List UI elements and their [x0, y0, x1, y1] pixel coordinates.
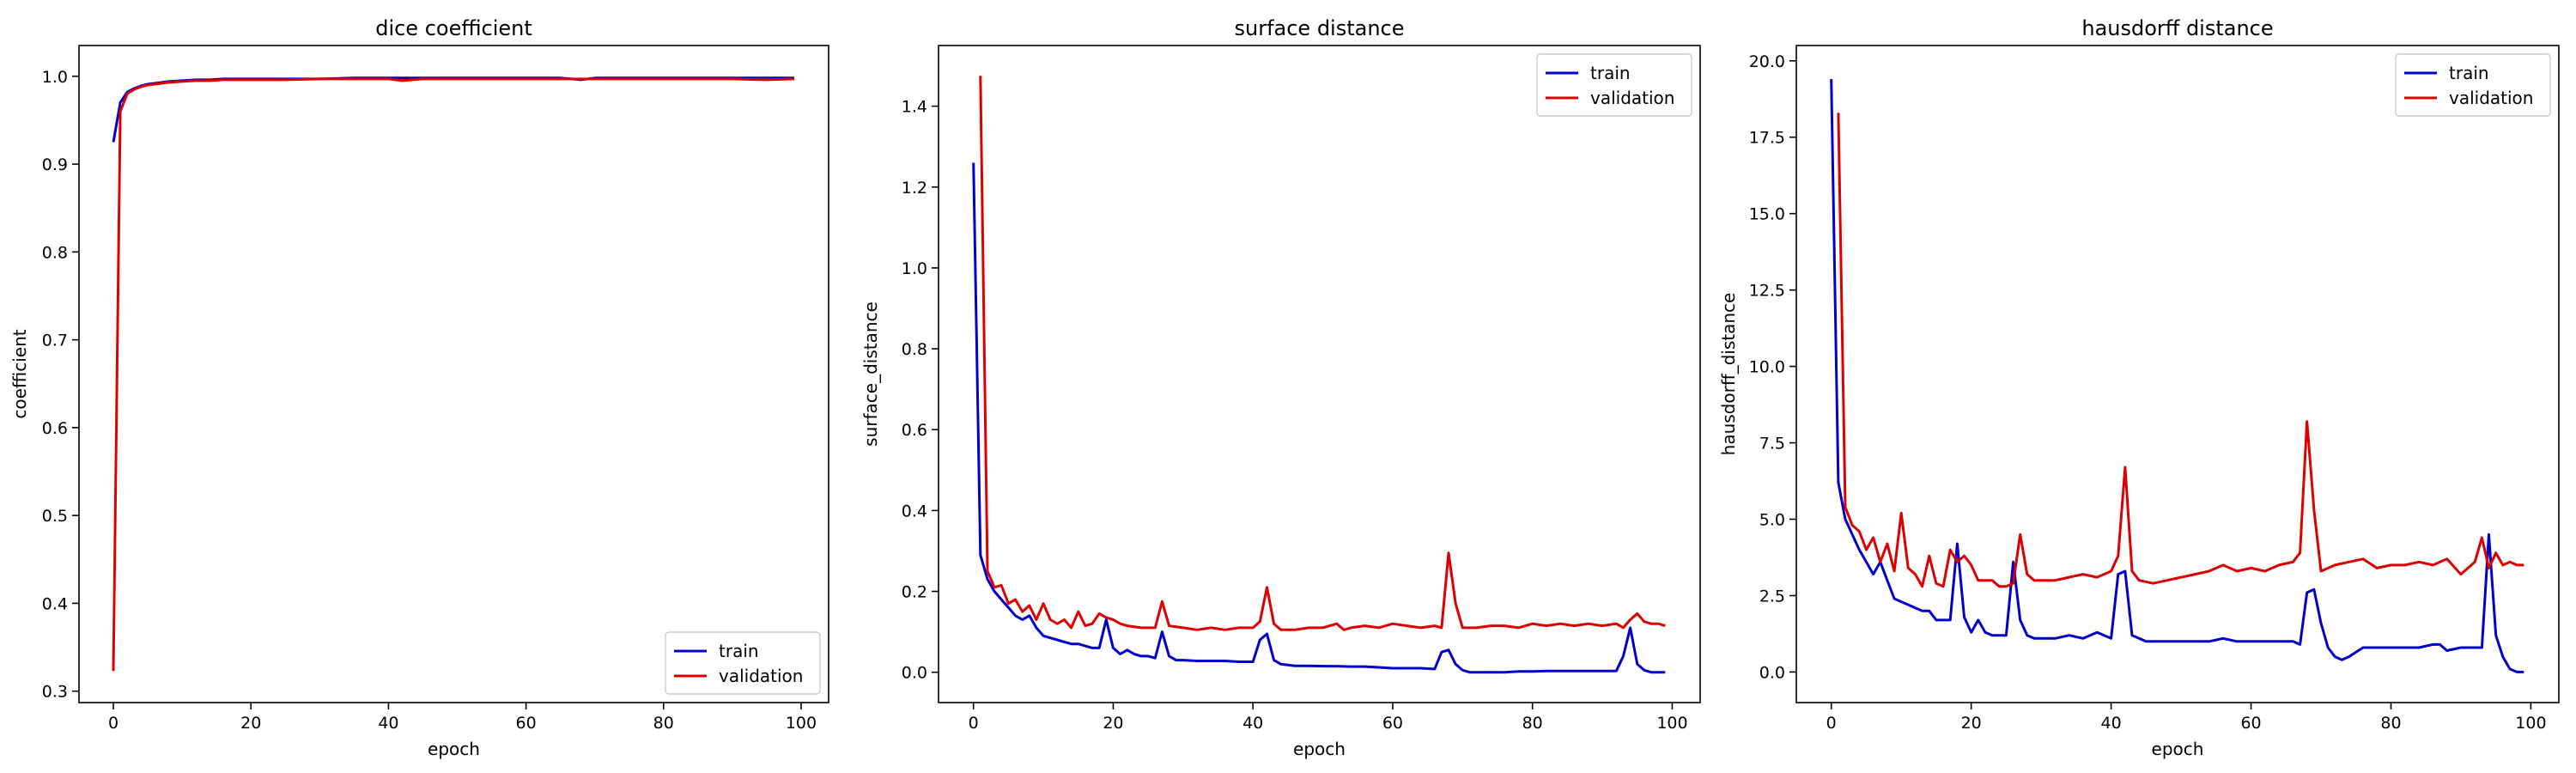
y-tick-label: 0.6 [42, 419, 68, 438]
chart-title: hausdorff distance [2081, 16, 2273, 40]
y-tick-label: 12.5 [1749, 282, 1785, 301]
x-tick-label: 80 [653, 714, 674, 733]
x-tick-label: 80 [1522, 714, 1543, 733]
x-tick-label: 40 [1242, 714, 1263, 733]
x-axis-label: epoch [2152, 739, 2204, 759]
y-tick-label: 0.4 [902, 502, 927, 520]
y-tick-label: 0.0 [902, 664, 927, 683]
x-tick-label: 20 [240, 714, 261, 733]
x-tick-label: 40 [378, 714, 398, 733]
y-tick-label: 0.9 [42, 155, 68, 174]
legend-label-validation: validation [2449, 88, 2533, 108]
legend: train validation [2395, 53, 2551, 117]
legend-box [1536, 53, 1692, 117]
legend: train validation [1536, 53, 1692, 117]
y-tick-label: 0.7 [42, 332, 68, 350]
axes-frame [78, 45, 829, 703]
y-tick-label: 1.0 [42, 68, 68, 87]
y-tick-label: 0.0 [1759, 663, 1785, 682]
y-tick-label: 20.0 [1749, 52, 1785, 71]
y-tick-label: 0.8 [42, 243, 68, 262]
x-tick-label: 100 [786, 714, 817, 733]
y-tick-label: 0.2 [902, 583, 927, 602]
chart-panel-2: 0 20 40 60 80 100 0.0 2.5 5.0 7.5 10.0 12.5 15.0 17.5… [1718, 16, 2560, 759]
legend-box [665, 631, 821, 695]
y-tick-label: 1.0 [902, 259, 927, 278]
y-tick-label: 1.4 [902, 98, 927, 117]
y-tick-label: 15.0 [1749, 205, 1785, 224]
y-tick-label: 0.3 [42, 683, 68, 702]
axes-frame [938, 45, 1701, 703]
x-tick-label: 60 [2240, 714, 2261, 733]
x-tick-label: 60 [1382, 714, 1403, 733]
series-line-train [112, 76, 794, 143]
legend-label-train: train [1590, 63, 1631, 83]
legend: train validation [665, 631, 821, 695]
y-tick-label: 0.6 [902, 421, 927, 440]
chart-panel-1: 0 20 40 60 80 100 0.0 0.2 0.4 0.6 0.8 1.0 1.2 1.4 surf… [860, 16, 1701, 759]
x-tick-label: 20 [1961, 714, 1982, 733]
x-tick-label: 0 [108, 714, 118, 733]
legend-label-validation: validation [1590, 88, 1674, 108]
y-tick-label: 7.5 [1759, 435, 1785, 453]
series-line-validation [1837, 113, 2524, 588]
chart-panel-0: 0 20 40 60 80 100 0.3 0.4 0.5 0.6 0.7 0.8 0.9 1.0 dice… [9, 16, 829, 759]
y-tick-label: 17.5 [1749, 129, 1785, 148]
axes-frame [1795, 45, 2560, 703]
x-tick-label: 80 [2380, 714, 2401, 733]
legend-box [2395, 53, 2551, 117]
series-line-train [972, 162, 1666, 674]
x-tick-label: 40 [2101, 714, 2122, 733]
series-line-train [1830, 79, 2524, 673]
y-tick-label: 0.4 [42, 594, 68, 613]
series-line-validation [112, 77, 795, 672]
legend-label-train: train [2449, 63, 2489, 83]
y-axis-label: surface_distance [860, 301, 881, 447]
x-tick-label: 100 [1656, 714, 1687, 733]
y-axis-label: coefficient [9, 329, 30, 418]
x-tick-label: 20 [1103, 714, 1123, 733]
y-tick-label: 2.5 [1759, 587, 1785, 606]
legend-label-validation: validation [719, 666, 803, 686]
y-tick-label: 0.8 [902, 340, 927, 359]
x-tick-label: 0 [1826, 714, 1837, 733]
chart-title: surface distance [1234, 16, 1404, 40]
series-line-validation [979, 76, 1666, 631]
y-axis-label: hausdorff_distance [1718, 293, 1739, 456]
chart-title: dice coefficient [375, 16, 532, 40]
y-tick-label: 0.5 [42, 507, 68, 526]
x-tick-label: 60 [516, 714, 537, 733]
y-tick-label: 1.2 [902, 179, 927, 198]
x-axis-label: epoch [428, 739, 480, 759]
y-tick-label: 10.0 [1749, 358, 1785, 377]
x-tick-label: 100 [2515, 714, 2546, 733]
legend-label-train: train [719, 641, 759, 661]
y-tick-label: 5.0 [1759, 511, 1785, 530]
x-tick-label: 0 [969, 714, 979, 733]
x-axis-label: epoch [1293, 739, 1346, 759]
